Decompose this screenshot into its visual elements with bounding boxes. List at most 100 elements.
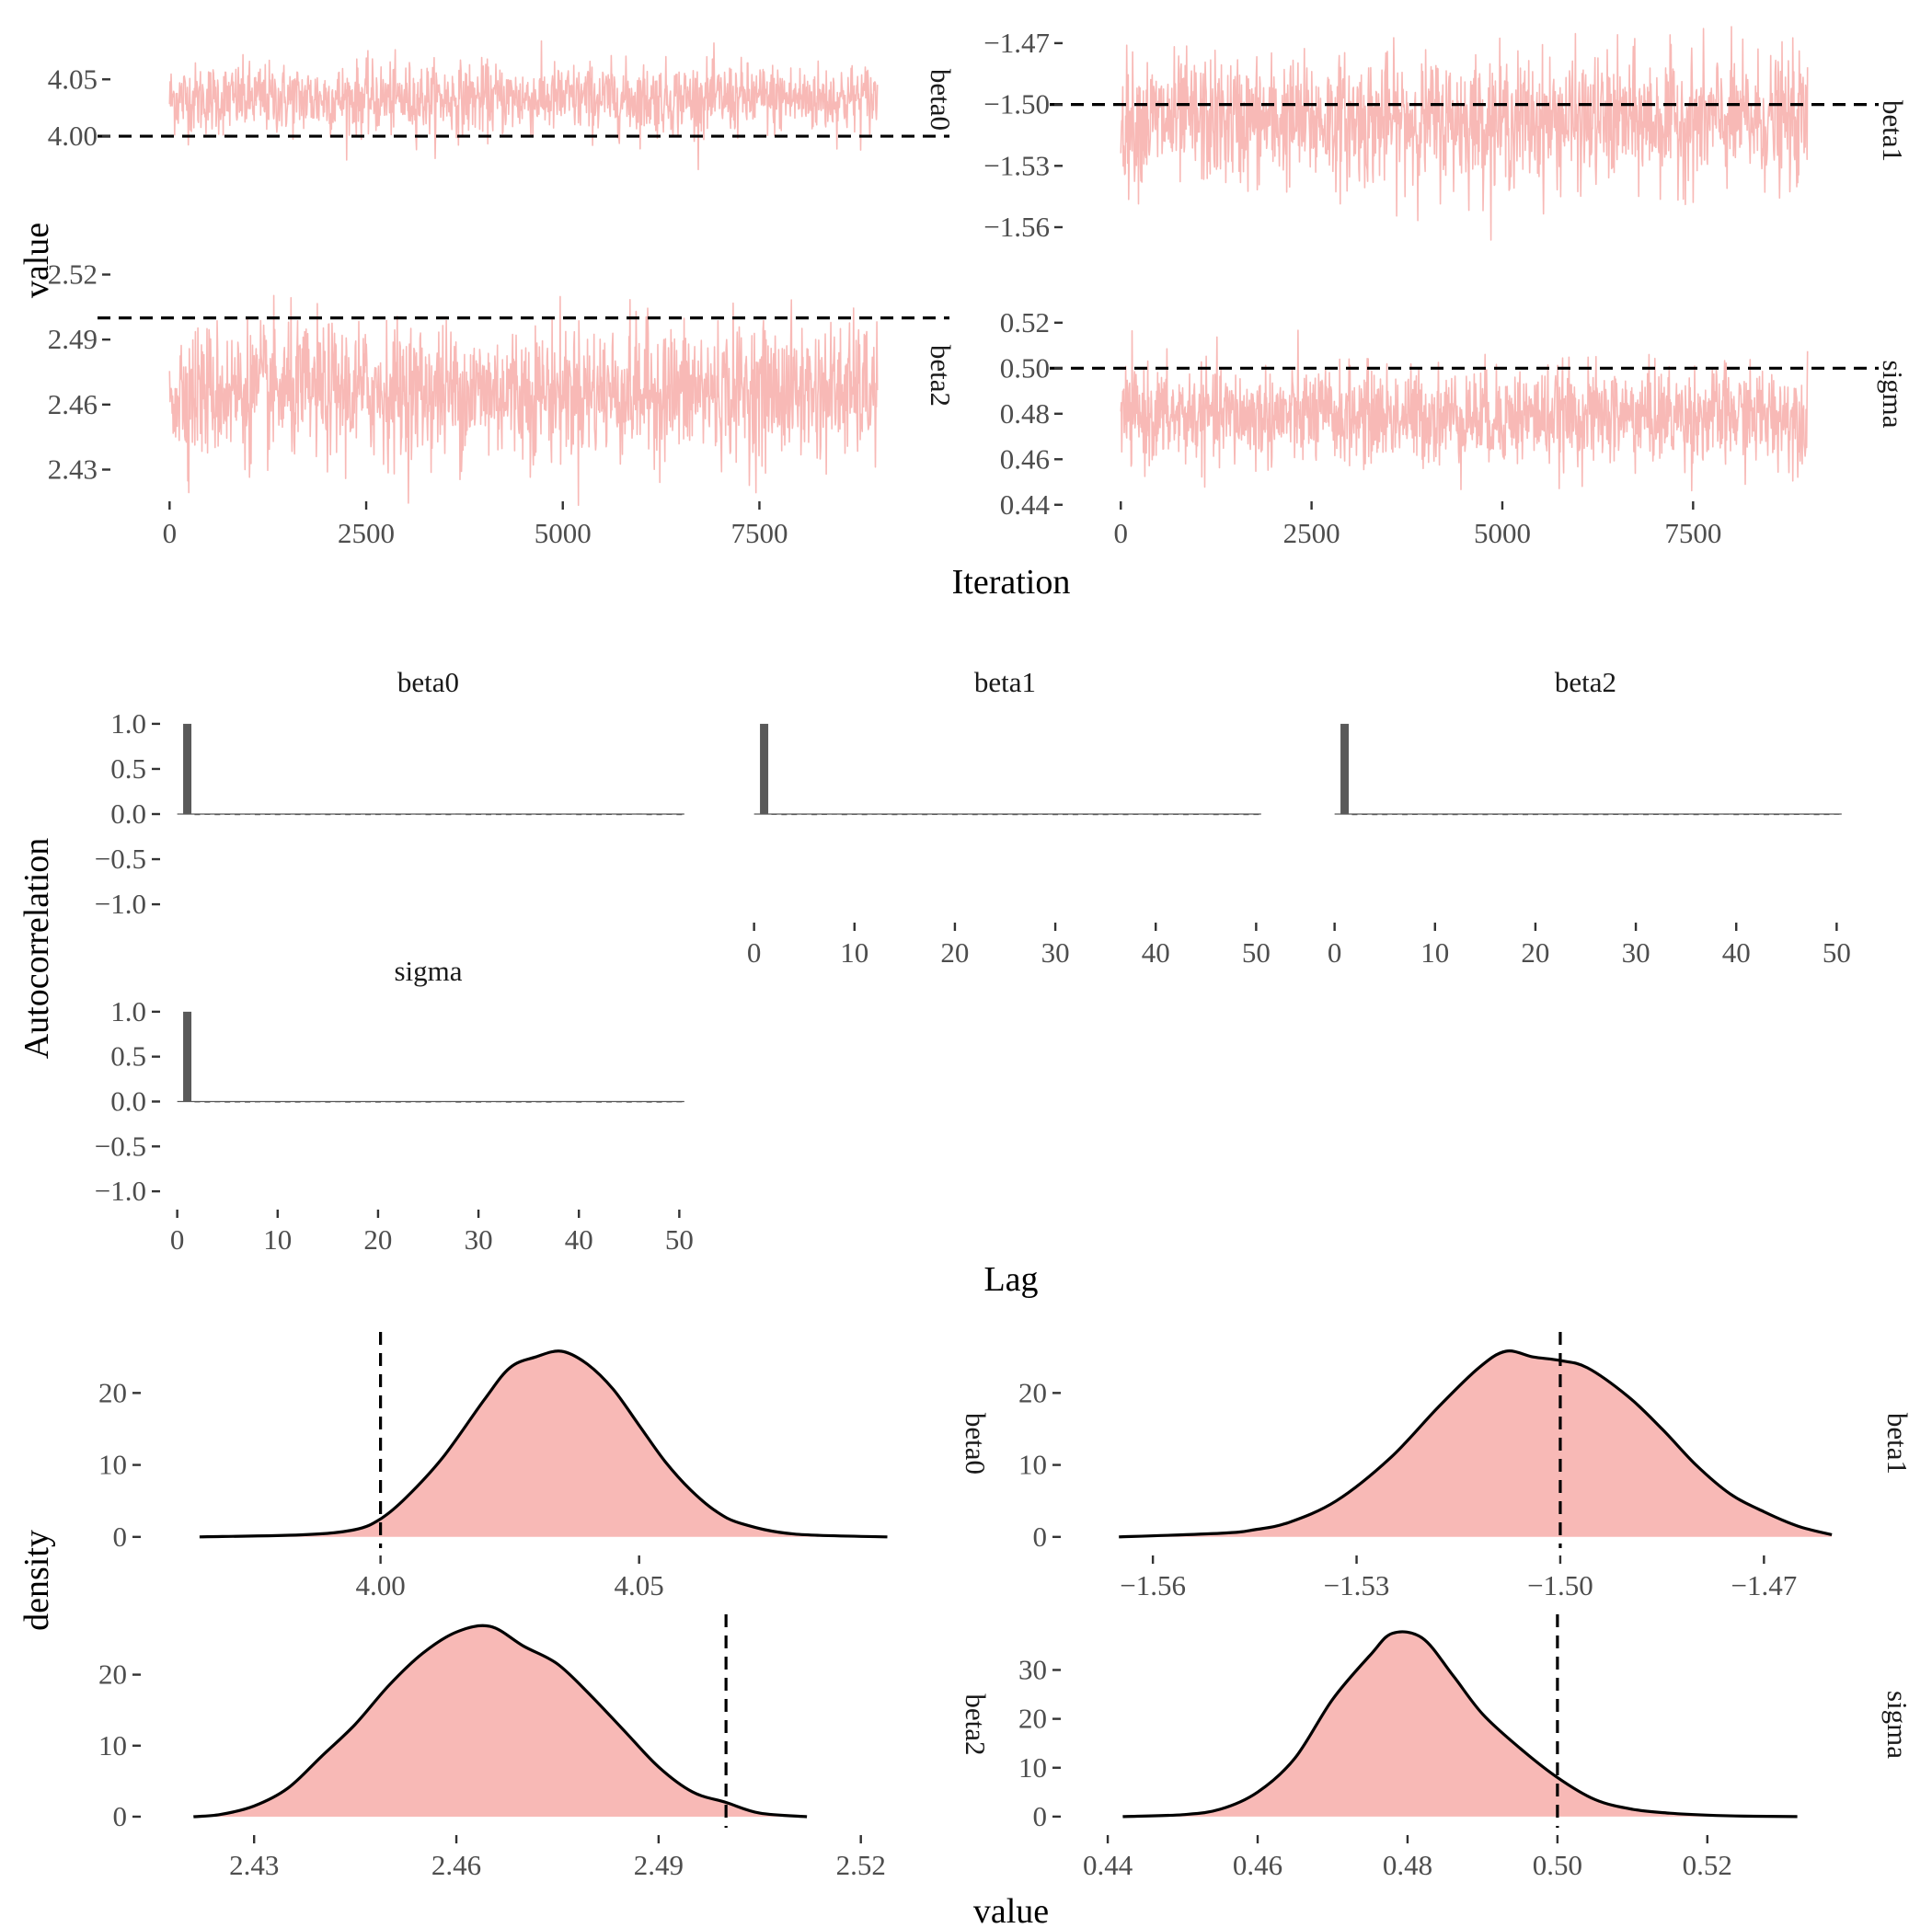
acf-bar-beta1-lag-36 [1112, 813, 1119, 816]
acf-bar-beta0-lag-29 [466, 814, 472, 816]
x-tick-label-0-3: 7500 [730, 517, 788, 549]
density-y-tick-label-beta1-1: 10 [1018, 1449, 1047, 1481]
acf-bar-beta2-lag-3 [1362, 813, 1368, 816]
acf-bar-beta1-lag-40 [1153, 814, 1159, 816]
acf-bar-beta1-lag-50 [1253, 813, 1259, 816]
acf-bar-beta0-lag-30 [476, 813, 482, 816]
acf-bar-beta0-lag-6 [235, 814, 241, 816]
acf-bar-beta2-lag-28 [1613, 813, 1619, 816]
y-tick-label-beta0-1: 4.05 [48, 63, 98, 95]
acf-bar-beta0-lag-50 [676, 814, 683, 816]
strip-label-acf-beta2: beta2 [1555, 666, 1616, 698]
acf-x-tick-label-beta2-1: 10 [1420, 936, 1449, 969]
y-tick-label-beta1-3: −1.47 [983, 27, 1050, 59]
y-tick-label-sigma-4: 0.52 [1000, 306, 1050, 339]
y-tick-label-beta2-1: 2.46 [48, 388, 98, 420]
density-y-tick-label-beta2-1: 10 [98, 1729, 127, 1762]
acf-x-tick-label-beta2-3: 30 [1622, 936, 1650, 969]
x-tick-label-1-3: 7500 [1664, 517, 1721, 549]
acf-bar-sigma-lag-7 [245, 1101, 251, 1103]
y-tick-label-beta2-0: 2.43 [48, 453, 98, 486]
acf-bar-sigma-lag-49 [666, 1101, 673, 1103]
y-tick-label-beta1-1: −1.53 [983, 149, 1050, 181]
acf-bar-beta1-lag-32 [1072, 814, 1078, 816]
trace-plots: 4.00 4.05 beta0 −1.56 −1.53 −1.50 −1.47 beta1 2.… [48, 26, 1909, 549]
acf-x-tick-label-beta2-5: 50 [1823, 936, 1851, 969]
x-tick-label-0-0: 0 [163, 517, 178, 549]
strip-label-density-sigma: sigma [1881, 1691, 1914, 1759]
acf-x-tick-label-sigma-3: 30 [465, 1223, 493, 1256]
acf-bar-beta1-lag-43 [1182, 814, 1189, 816]
y-tick-label-sigma-0: 0.44 [1000, 488, 1051, 521]
acf-bar-beta0-lag-11 [284, 813, 291, 815]
acf-bar-beta2-lag-38 [1713, 814, 1719, 816]
acf-bar-beta2-lag-32 [1652, 813, 1659, 816]
acf-bar-beta1-lag-31 [1062, 813, 1068, 816]
acf-y-tick-label-beta0-1: 0.5 [110, 752, 146, 785]
acf-bar-sigma-lag-34 [515, 1101, 522, 1103]
acf-bar-beta0-lag-3 [204, 813, 211, 815]
acf-bar-beta2-lag-25 [1582, 814, 1589, 816]
acf-x-tick-label-beta2-2: 20 [1521, 936, 1549, 969]
acf-bar-sigma-lag-14 [315, 1101, 321, 1103]
acf-x-tick-label-beta1-4: 40 [1142, 936, 1170, 969]
acf-bar-beta1-lag-7 [822, 813, 828, 816]
x-tick-label-0-1: 2500 [338, 517, 395, 549]
acf-bar-sigma-lag-35 [525, 1101, 532, 1103]
acf-bar-sigma-lag-39 [566, 1101, 572, 1103]
acf-bar-beta0-lag-39 [566, 813, 572, 815]
acf-bar-beta1-lag-30 [1052, 814, 1059, 816]
acf-bar-beta0-lag-19 [365, 814, 372, 816]
acf-bar-beta2-lag-22 [1552, 814, 1558, 816]
acf-bar-beta1-lag-45 [1202, 813, 1209, 815]
acf-bar-beta2-lag-20 [1532, 813, 1538, 816]
density-curve-beta0 [199, 1349, 888, 1539]
acf-bar-beta0-lag-5 [224, 813, 231, 816]
acf-bar-sigma-lag-15 [325, 1101, 331, 1103]
acf-bar-beta0-lag-1 [183, 723, 192, 814]
acf-x-tick-label-sigma-0: 0 [170, 1223, 185, 1256]
strip-label-sigma: sigma [1877, 360, 1909, 428]
acf-bar-sigma-lag-22 [395, 1101, 401, 1103]
acf-bar-sigma-lag-27 [445, 1101, 452, 1103]
density-area-beta0 [199, 1350, 888, 1537]
acf-x-tick-label-sigma-4: 40 [565, 1223, 593, 1256]
acf-bar-beta2-lag-37 [1703, 813, 1709, 816]
acf-bar-beta2-lag-40 [1733, 814, 1740, 816]
acf-bar-beta0-lag-41 [586, 813, 592, 816]
strip-label-beta2: beta2 [925, 345, 957, 407]
acf-bar-beta2-lag-1 [1340, 723, 1350, 814]
acf-bar-sigma-lag-42 [596, 1101, 603, 1103]
acf-bar-sigma-lag-29 [466, 1101, 472, 1103]
acf-y-tick-label-sigma-4: −1.0 [95, 1175, 146, 1207]
acf-bar-beta1-lag-5 [801, 813, 808, 815]
acf-bar-beta1-lag-3 [781, 814, 788, 816]
acf-bar-beta2-lag-7 [1402, 814, 1409, 816]
acf-bar-sigma-lag-45 [626, 1101, 632, 1103]
acf-bar-beta1-lag-34 [1092, 814, 1098, 816]
acf-bar-sigma-lag-37 [546, 1101, 552, 1103]
acf-bar-beta0-lag-16 [335, 813, 341, 816]
density-curve-beta2 [193, 1624, 808, 1819]
acf-x-tick-label-beta1-0: 0 [747, 936, 762, 969]
acf-bar-beta2-lag-33 [1662, 813, 1669, 816]
acf-bar-beta2-lag-17 [1502, 814, 1509, 816]
density-x-tick-label-sigma-2: 0.48 [1383, 1849, 1432, 1881]
acf-bar-sigma-lag-21 [385, 1101, 391, 1103]
acf-bar-sigma-lag-44 [615, 1101, 622, 1103]
acf-bar-beta1-lag-24 [992, 814, 998, 816]
strip-label-acf-beta0: beta0 [397, 666, 459, 698]
acf-panel-sigma: sigma 1.0 0.5 0.0 −0.5 −1.0 0 10 20 30 40 50 [95, 955, 694, 1256]
density-panel-beta2: 0 10 20 2.43 2.46 2.49 2.52 beta2 [98, 1614, 992, 1881]
acf-bar-sigma-lag-6 [235, 1101, 241, 1103]
acf-bar-beta1-lag-29 [1042, 813, 1049, 815]
acf-bar-beta1-lag-49 [1243, 814, 1249, 816]
acf-bar-sigma-lag-24 [415, 1101, 421, 1103]
acf-bar-beta2-lag-44 [1773, 813, 1779, 816]
acf-bar-beta2-lag-47 [1803, 813, 1810, 815]
acf-bar-beta0-lag-4 [214, 814, 221, 816]
density-panel-beta1: 0 10 20 −1.56 −1.53 −1.50 −1.47 beta1 [1018, 1332, 1914, 1601]
acf-bar-sigma-lag-4 [214, 1101, 221, 1103]
acf-bar-beta1-lag-10 [851, 813, 857, 815]
